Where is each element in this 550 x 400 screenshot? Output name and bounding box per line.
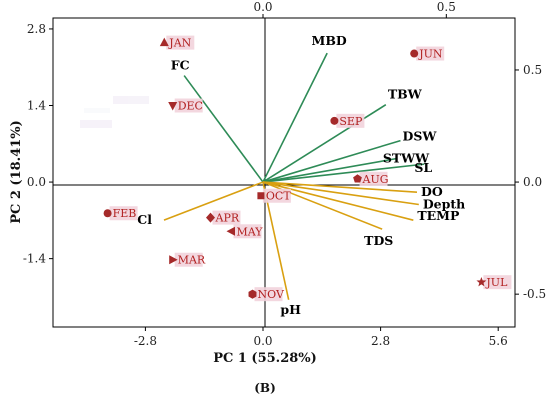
observation-marker-nov	[248, 289, 257, 299]
observation-marker-may	[226, 226, 235, 236]
x-tick-label: 0.0	[253, 334, 272, 348]
figure-caption: (B)	[254, 381, 276, 395]
top-tick-label: 0.5	[437, 0, 456, 14]
observation-marker-mar	[169, 255, 178, 265]
loading-vector-mbd	[262, 52, 328, 183]
y-tick-label: -1.4	[23, 252, 47, 266]
observation-label-aug: AUG	[362, 173, 389, 186]
observation-label-mar: MAR	[178, 254, 206, 267]
y-axis-title: PC 2 (18.41%)	[9, 120, 24, 224]
observation-marker-dec	[168, 102, 178, 111]
right-tick-label: -0.5	[523, 287, 546, 301]
loading-label-dsw: DSW	[402, 129, 437, 144]
faint-artifacts	[80, 96, 149, 128]
loading-vector-cl	[163, 181, 264, 221]
right-axis-ticks: -0.5 0.0 0.5	[515, 63, 546, 301]
loading-vector-sl	[262, 163, 425, 183]
loading-label-stww: STWW	[383, 151, 430, 166]
loading-label-fc: FC	[171, 58, 190, 73]
observation-marker-apr	[206, 212, 215, 223]
y-tick-label: 0.0	[27, 175, 46, 189]
loading-vector-depth	[262, 181, 419, 206]
loading-label-tbw: TBW	[388, 87, 423, 102]
right-tick-label: 0.0	[523, 175, 542, 189]
loading-label-depth: Depth	[423, 196, 465, 211]
label-highlight-feb	[109, 206, 138, 221]
observation-label-oct: OCT	[266, 190, 291, 203]
loading-label-cl: Cl	[137, 212, 152, 227]
label-highlight-jun	[416, 46, 445, 61]
loading-vector-stww	[262, 157, 397, 183]
loading-vector-temp	[262, 181, 414, 221]
x-tick-label: 5.6	[489, 334, 508, 348]
label-highlight-oct	[262, 188, 291, 203]
observation-label-feb: FEB	[113, 207, 137, 220]
observation-marker-oct	[257, 192, 265, 200]
observation-label-sep: SEP	[339, 115, 363, 128]
observation-marker-jun	[410, 49, 419, 58]
x-tick-label: 2.8	[371, 334, 390, 348]
loading-vector-dsw	[262, 139, 401, 183]
observation-marker-feb	[103, 209, 112, 218]
label-highlight-dec	[174, 98, 203, 113]
label-highlight-jan	[166, 35, 195, 50]
y-axis-ticks: -1.4 0.0 1.4 2.8	[23, 22, 53, 266]
label-highlight-mar	[174, 252, 203, 267]
label-highlight-sep	[336, 113, 365, 128]
label-highlight-nov	[254, 287, 283, 302]
loading-vector-fc	[183, 75, 264, 183]
observation-label-jun: JUN	[418, 48, 443, 61]
loading-label-temp: TEMP	[417, 208, 460, 223]
loading-label-tds: TDS	[364, 233, 393, 248]
observation-label-jan: JAN	[168, 37, 191, 50]
x-axis-ticks: -2.8 0.0 2.8 5.6	[134, 327, 508, 348]
observation-marker-jul	[476, 276, 487, 287]
loading-vector-tbw	[262, 104, 387, 183]
y-tick-label: 1.4	[27, 99, 46, 113]
x-axis-title: PC 1 (55.28%)	[213, 351, 317, 366]
observation-label-jul: JUL	[485, 276, 508, 289]
top-tick-label: 0.0	[253, 0, 272, 14]
observation-label-apr: APR	[215, 212, 240, 225]
observation-marker-jan	[159, 37, 169, 47]
top-axis-ticks: 0.0 0.5	[253, 0, 456, 18]
loading-label-ph: pH	[280, 302, 301, 317]
observation-marker-sep	[330, 116, 339, 125]
observation-label-may: MAY	[237, 225, 264, 238]
loading-label-sl: SL	[414, 160, 432, 175]
observation-marker-aug	[353, 174, 362, 183]
label-highlight-apr	[212, 210, 241, 225]
right-tick-label: 0.5	[523, 63, 542, 77]
loading-vector-do	[262, 181, 418, 193]
x-tick-label: -2.8	[134, 334, 157, 348]
loading-label-mbd: MBD	[312, 33, 347, 48]
y-tick-label: 2.8	[27, 22, 46, 36]
label-highlight-jul	[483, 275, 512, 290]
observation-label-nov: NOV	[258, 288, 285, 301]
loading-label-do: DO	[421, 184, 443, 199]
label-highlight-may	[233, 224, 262, 239]
observation-label-dec: DEC	[178, 100, 203, 113]
plot-frame	[52, 17, 516, 328]
label-highlight-aug	[359, 171, 388, 186]
